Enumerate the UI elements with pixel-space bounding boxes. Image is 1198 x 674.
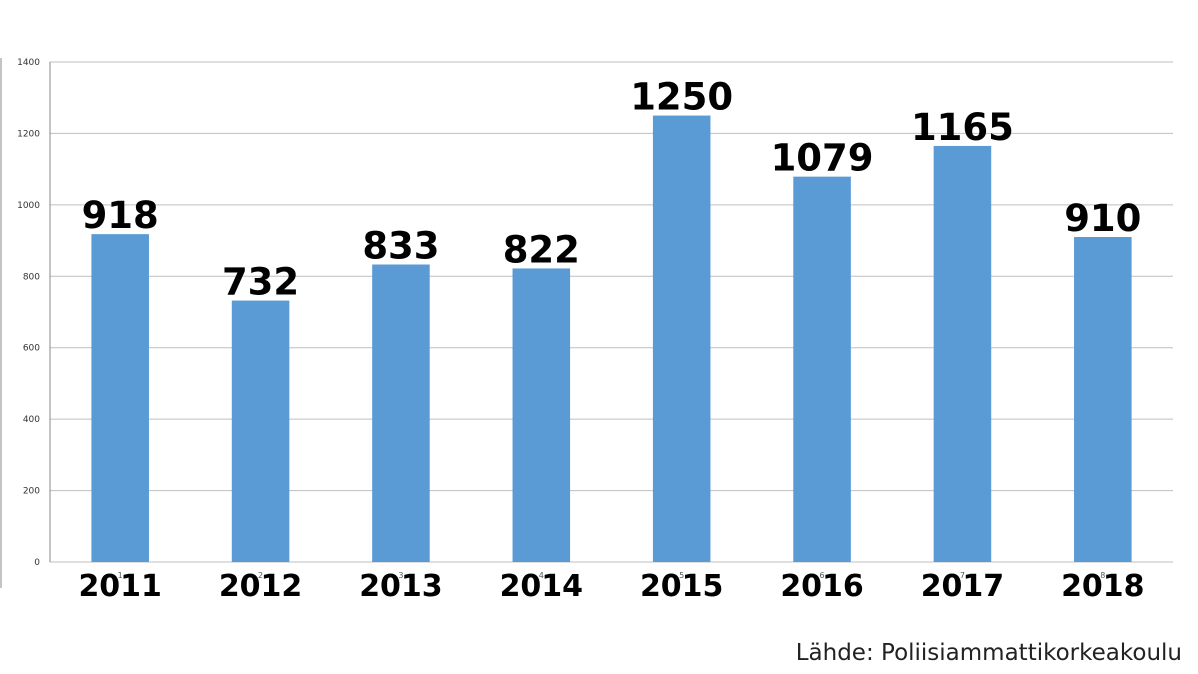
bar [933,145,992,562]
category-index-label: 4 [539,571,544,580]
data-label: 1165 [911,106,1014,149]
category-label: 2014 [500,569,584,604]
category-label: 2016 [780,569,864,604]
bar [793,176,851,562]
category-index-label: 1 [118,571,123,580]
y-axis-ticks: 0 200 400 600 800 1000 1200 1400 [17,58,40,568]
category-index-label: 5 [679,571,684,580]
data-label: 1250 [630,76,733,119]
data-label: 732 [222,261,299,304]
category-index-label: 6 [820,571,825,580]
bar [372,264,430,562]
y-tick-label: 1000 [17,201,40,211]
y-tick-label: 1400 [17,58,40,68]
data-label: 910 [1064,197,1141,240]
y-tick-label: 1200 [17,129,40,139]
data-label: 918 [82,194,159,237]
y-tick-label: 800 [23,272,40,282]
bars [91,115,1132,563]
category-label: 2013 [359,569,443,604]
bar [1074,237,1132,562]
category-label: 2015 [640,569,724,604]
category-label: 2012 [219,569,303,604]
category-index-label: 8 [1100,571,1105,580]
data-label: 833 [362,225,439,268]
category-index-label: 3 [398,571,403,580]
bar [91,234,149,562]
bar [512,268,571,562]
bar [231,300,290,562]
source-note: Lähde: Poliisiammattikorkeakoulu [795,640,1182,666]
category-label: 2017 [921,569,1005,604]
category-index-label: 2 [258,571,263,580]
category-label: 2018 [1061,569,1145,604]
y-tick-label: 0 [34,558,40,568]
category-index-label: 7 [960,571,965,580]
data-label: 822 [503,228,580,271]
data-label: 1079 [771,137,874,180]
data-labels: 918 732 833 822 1250 1079 1165 910 [82,76,1142,304]
y-tick-label: 400 [23,415,40,425]
y-tick-label: 600 [23,344,40,354]
bar [652,115,711,563]
y-tick-label: 200 [23,487,40,497]
category-label: 2011 [78,569,162,604]
